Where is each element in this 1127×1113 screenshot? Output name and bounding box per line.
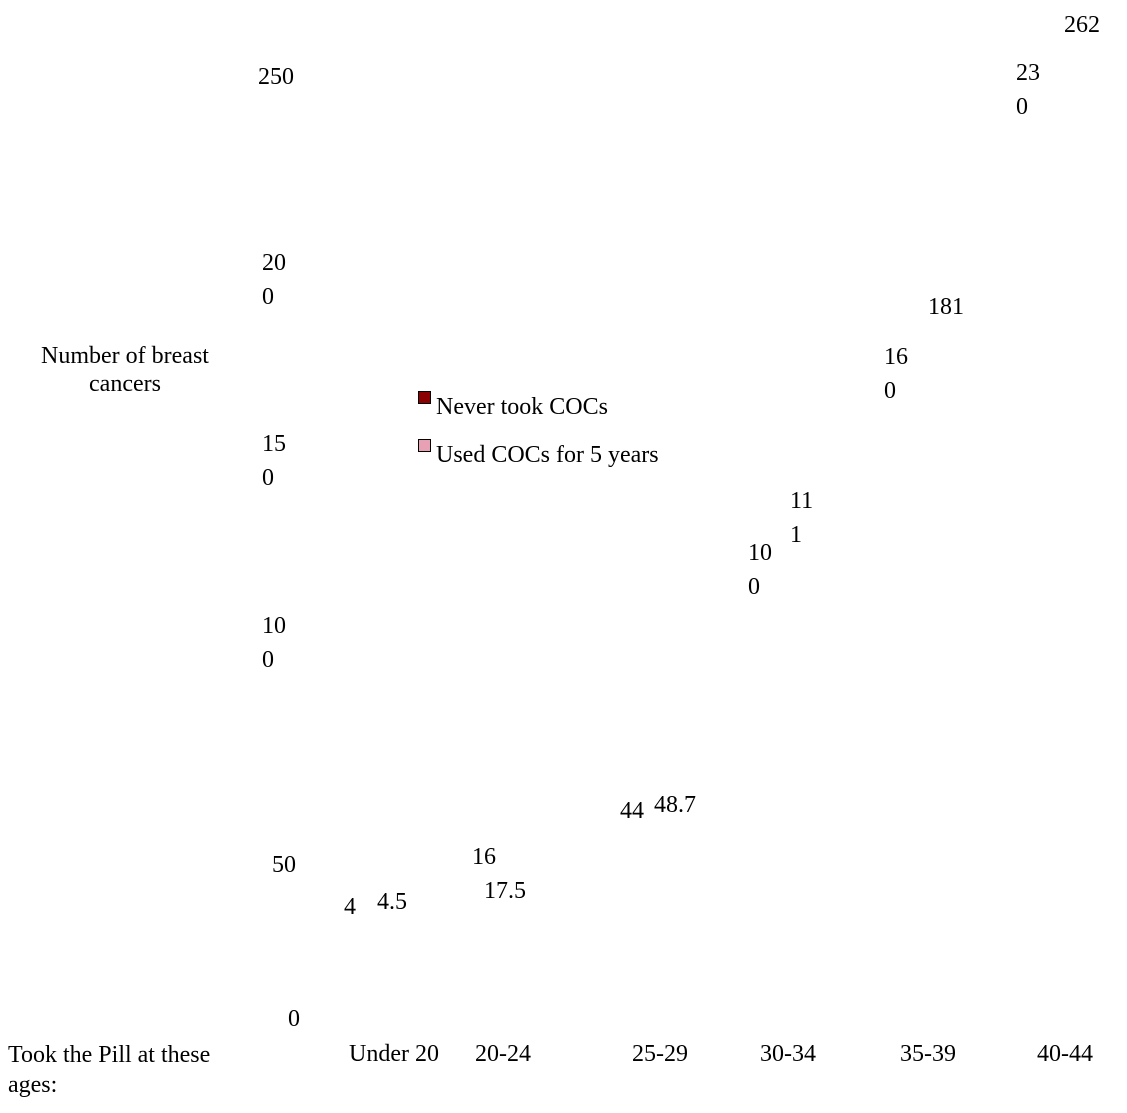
data-label: 16 — [472, 844, 496, 870]
data-label: 11 1 — [790, 488, 814, 548]
data-label: 4 — [344, 894, 356, 920]
legend-item-used-cocs: Used COCs for 5 years — [418, 438, 678, 472]
y-axis-label: Number of breast cancers — [41, 343, 209, 397]
legend-label-used-cocs: Used COCs for 5 years — [436, 442, 659, 468]
legend-label-never-took: Never took COCs — [436, 394, 608, 420]
x-tick-label: 30-34 — [760, 1041, 816, 1067]
data-label: 17.5 — [484, 878, 526, 904]
data-label: 10 0 — [748, 540, 772, 600]
x-axis-label: Took the Pill at these ages: — [8, 1042, 211, 1098]
x-tick-label: Under 20 — [349, 1041, 439, 1067]
data-label: 262 — [1064, 12, 1100, 38]
data-label: 44 — [620, 798, 644, 824]
legend-item-never-took: Never took COCs — [418, 390, 678, 424]
y-tick-label: 10 0 — [262, 613, 286, 673]
legend-swatch-never-took — [418, 391, 431, 404]
x-tick-label: 25-29 — [632, 1041, 688, 1067]
x-tick-label: 40-44 — [1037, 1041, 1093, 1067]
y-tick-label: 50 — [272, 852, 296, 878]
data-label: 181 — [928, 294, 964, 320]
legend-swatch-used-cocs — [418, 439, 431, 452]
y-tick-label: 20 0 — [262, 250, 286, 310]
data-label: 48.7 — [654, 792, 696, 818]
data-label: 23 0 — [1016, 60, 1040, 120]
legend: Never took COCs Used COCs for 5 years — [418, 390, 678, 486]
x-tick-label: 35-39 — [900, 1041, 956, 1067]
y-tick-label: 0 — [288, 1006, 300, 1032]
y-tick-label: 15 0 — [262, 431, 286, 491]
data-label: 4.5 — [377, 889, 407, 915]
x-tick-label: 20-24 — [475, 1041, 531, 1067]
data-label: 16 0 — [884, 344, 908, 404]
y-tick-label: 250 — [258, 64, 294, 90]
